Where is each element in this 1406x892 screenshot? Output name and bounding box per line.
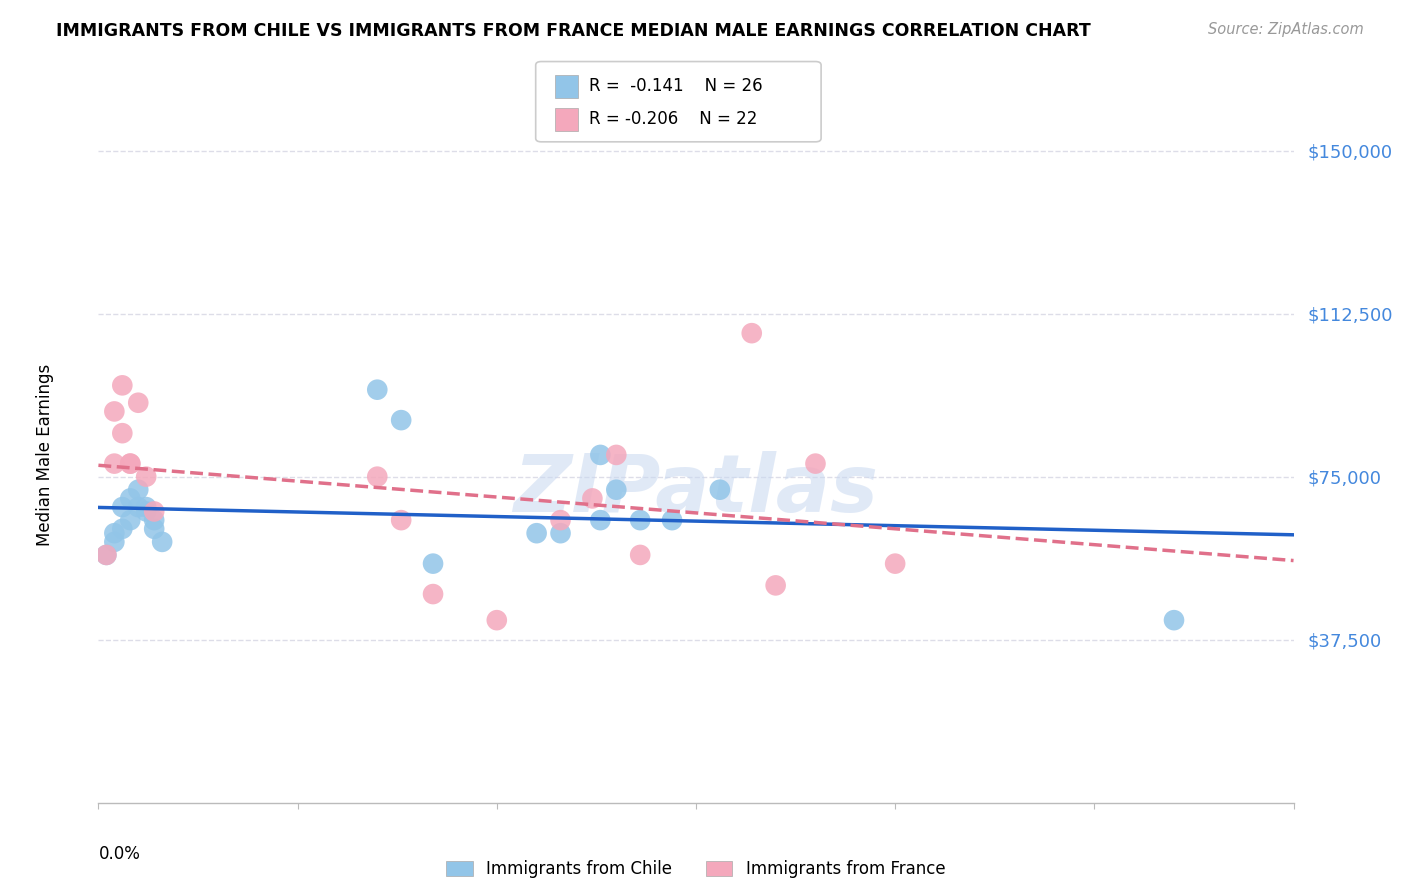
Text: IMMIGRANTS FROM CHILE VS IMMIGRANTS FROM FRANCE MEDIAN MALE EARNINGS CORRELATION: IMMIGRANTS FROM CHILE VS IMMIGRANTS FROM…: [56, 22, 1091, 40]
Point: [135, 500, 157, 514]
Point: [741, 326, 763, 341]
Point: [103, 404, 125, 418]
Point: [143, 522, 166, 536]
Point: [120, 457, 142, 471]
Point: [366, 469, 388, 483]
Point: [550, 513, 572, 527]
Point: [628, 548, 651, 562]
Point: [143, 513, 166, 527]
Point: [135, 504, 157, 518]
Point: [96, 548, 118, 562]
Point: [605, 448, 627, 462]
Point: [103, 457, 125, 471]
Point: [150, 535, 173, 549]
Point: [103, 535, 125, 549]
Point: [111, 522, 134, 536]
Point: [366, 383, 388, 397]
Point: [111, 500, 134, 514]
Point: [120, 457, 142, 471]
Point: [111, 378, 134, 392]
Point: [120, 491, 142, 506]
Text: R = -0.206    N = 22: R = -0.206 N = 22: [589, 111, 758, 128]
Point: [581, 491, 603, 506]
Point: [709, 483, 731, 497]
Point: [127, 396, 149, 410]
Point: [628, 513, 651, 527]
Point: [884, 557, 907, 571]
Point: [605, 483, 627, 497]
Point: [389, 413, 412, 427]
Point: [526, 526, 548, 541]
Point: [103, 526, 125, 541]
Point: [135, 469, 157, 483]
Point: [485, 613, 508, 627]
Point: [661, 513, 683, 527]
Text: 0.0%: 0.0%: [98, 845, 141, 863]
Text: R =  -0.141    N = 26: R = -0.141 N = 26: [589, 78, 762, 95]
Point: [143, 504, 166, 518]
Point: [589, 448, 612, 462]
Point: [804, 457, 827, 471]
Point: [120, 513, 142, 527]
Text: Source: ZipAtlas.com: Source: ZipAtlas.com: [1208, 22, 1364, 37]
Text: Median Male Earnings: Median Male Earnings: [35, 364, 53, 546]
Point: [550, 526, 572, 541]
Point: [765, 578, 787, 592]
Text: ZIPatlas: ZIPatlas: [513, 450, 879, 529]
Point: [127, 483, 149, 497]
Point: [589, 513, 612, 527]
Legend: Immigrants from Chile, Immigrants from France: Immigrants from Chile, Immigrants from F…: [447, 860, 945, 878]
Point: [389, 513, 412, 527]
Point: [422, 587, 444, 601]
Point: [1163, 613, 1185, 627]
Point: [422, 557, 444, 571]
Point: [96, 548, 118, 562]
Point: [127, 500, 149, 514]
Point: [111, 426, 134, 441]
